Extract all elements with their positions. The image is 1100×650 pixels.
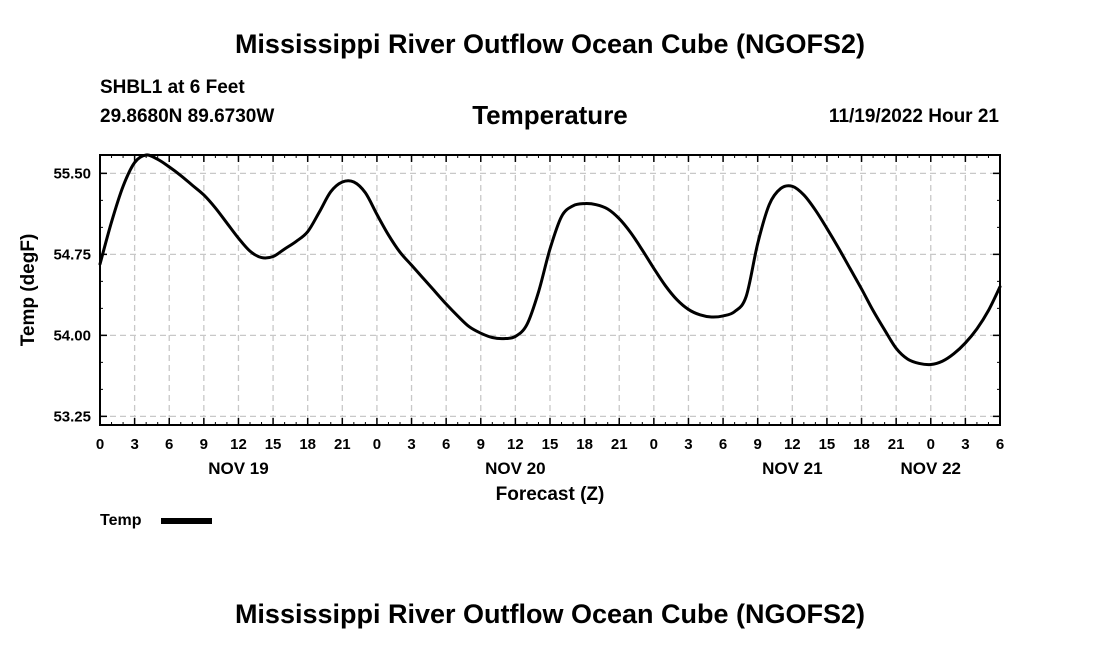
x-tick-label: 12 [784, 436, 801, 453]
date-label: NOV 22 [901, 459, 961, 478]
forecast-datetime: 11/19/2022 Hour 21 [828, 106, 999, 127]
x-tick-label: 15 [265, 436, 282, 453]
y-axis-label: Temp (degF) [18, 234, 39, 347]
main-title: Mississippi River Outflow Ocean Cube (NG… [234, 29, 866, 59]
x-tick-label: 9 [200, 436, 208, 453]
x-tick-label: 3 [961, 436, 969, 453]
y-tick-label: 54.00 [53, 327, 91, 344]
date-label: NOV 19 [208, 459, 268, 478]
x-tick-label: 9 [477, 436, 485, 453]
x-tick-label: 18 [299, 436, 316, 453]
x-tick-label: 6 [996, 436, 1004, 453]
footer-title: Mississippi River Outflow Ocean Cube (NG… [234, 599, 866, 629]
date-label: NOV 20 [485, 459, 545, 478]
y-tick-label: 53.25 [53, 408, 91, 425]
x-tick-label: 12 [507, 436, 524, 453]
x-tick-label: 21 [611, 436, 628, 453]
x-tick-label: 6 [442, 436, 450, 453]
x-tick-label: 18 [853, 436, 870, 453]
x-tick-label: 12 [230, 436, 247, 453]
x-tick-label: 6 [165, 436, 173, 453]
x-tick-label: 21 [334, 436, 351, 453]
x-tick-label: 0 [927, 436, 935, 453]
legend-label: Temp [100, 512, 142, 529]
x-tick-label: 3 [407, 436, 415, 453]
series-line-temp [98, 153, 1002, 367]
station-coordinates: 29.8680N 89.6730W [100, 106, 275, 127]
x-axis-label: Forecast (Z) [496, 484, 605, 505]
x-tick-label: 18 [576, 436, 593, 453]
chart-title: Temperature [472, 100, 628, 130]
x-tick-label: 0 [650, 436, 658, 453]
x-tick-label: 3 [130, 436, 138, 453]
date-label: NOV 21 [762, 459, 822, 478]
x-tick-label: 0 [373, 436, 381, 453]
x-tick-label: 15 [819, 436, 836, 453]
y-tick-label: 54.75 [53, 246, 91, 263]
x-tick-label: 0 [96, 436, 104, 453]
x-tick-label: 9 [754, 436, 762, 453]
y-tick-label: 55.50 [53, 165, 91, 182]
x-tick-label: 3 [684, 436, 692, 453]
station-label: SHBL1 at 6 Feet [100, 77, 245, 98]
x-tick-label: 21 [888, 436, 905, 453]
x-tick-label: 15 [542, 436, 559, 453]
x-tick-label: 6 [719, 436, 727, 453]
